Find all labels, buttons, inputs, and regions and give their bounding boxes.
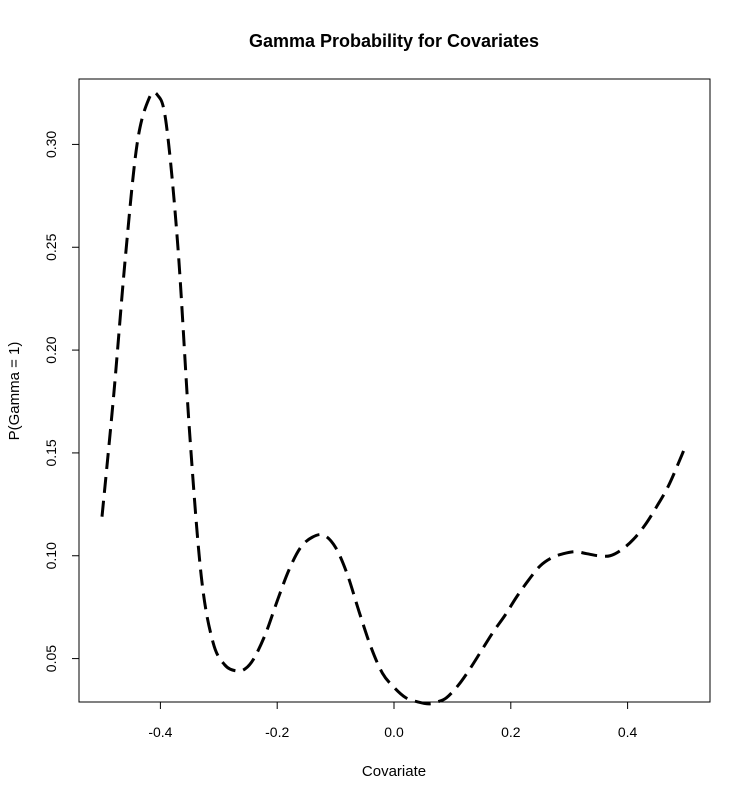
plot-frame bbox=[78, 78, 711, 703]
chart-title: Gamma Probability for Covariates bbox=[249, 31, 539, 51]
y-tick-label: 0.25 bbox=[43, 233, 59, 260]
y-tick-label: 0.10 bbox=[43, 542, 59, 569]
y-tick-label: 0.15 bbox=[43, 439, 59, 466]
x-tick-label: -0.2 bbox=[265, 724, 289, 740]
series-line bbox=[100, 90, 688, 706]
x-tick-label: 0.2 bbox=[501, 724, 521, 740]
y-tick-label: 0.05 bbox=[43, 645, 59, 672]
y-tick-label: 0.20 bbox=[43, 336, 59, 363]
x-tick-label: -0.4 bbox=[148, 724, 172, 740]
x-tick-label: 0.4 bbox=[618, 724, 638, 740]
x-tick-label: 0.0 bbox=[384, 724, 404, 740]
x-axis: -0.4 -0.2 0.0 0.2 0.4 bbox=[148, 701, 638, 740]
y-tick-label: 0.30 bbox=[43, 131, 59, 158]
y-axis-label: P(Gamma = 1) bbox=[6, 342, 23, 441]
y-axis: 0.05 0.10 0.15 0.20 0.25 0.30 bbox=[43, 131, 80, 672]
x-axis-label: Covariate bbox=[362, 763, 426, 780]
